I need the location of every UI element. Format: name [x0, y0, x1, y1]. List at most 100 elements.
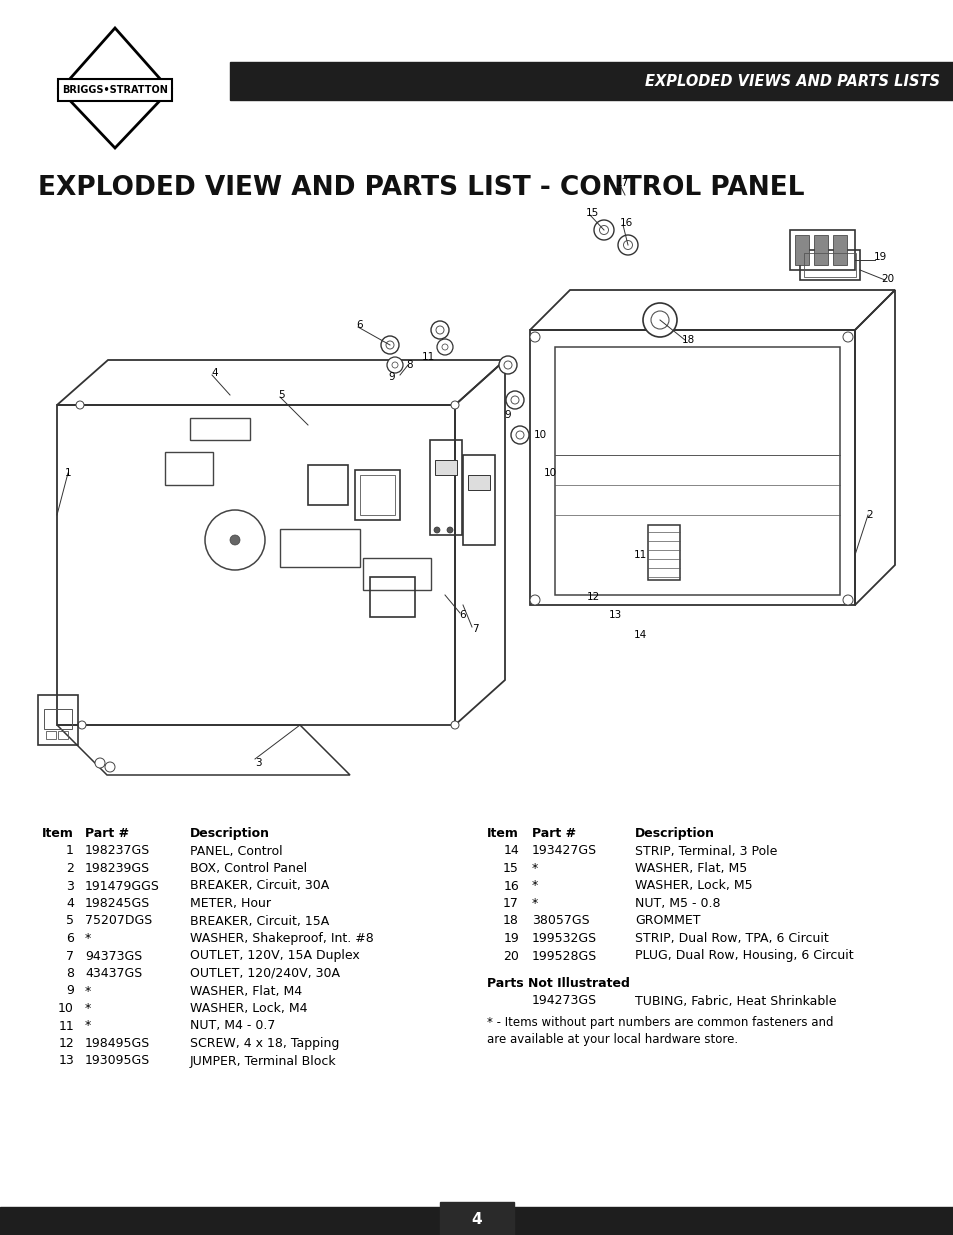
Bar [800, 249, 859, 280]
Circle shape [78, 721, 86, 729]
Circle shape [505, 391, 523, 409]
Circle shape [511, 426, 529, 445]
Text: STRIP, Dual Row, TPA, 6 Circuit: STRIP, Dual Row, TPA, 6 Circuit [635, 932, 828, 945]
Text: Part #: Part # [85, 827, 129, 840]
Circle shape [436, 326, 443, 333]
Circle shape [447, 527, 453, 534]
Text: 20: 20 [502, 950, 518, 962]
Text: EXPLODED VIEWS AND PARTS LISTS: EXPLODED VIEWS AND PARTS LISTS [644, 74, 939, 89]
Text: 7: 7 [471, 624, 477, 634]
Text: 193095GS: 193095GS [85, 1055, 150, 1067]
Text: 11: 11 [58, 1020, 74, 1032]
Circle shape [380, 336, 398, 354]
Text: METER, Hour: METER, Hour [190, 897, 271, 910]
Text: Item: Item [486, 827, 518, 840]
Text: 14: 14 [503, 845, 518, 857]
Text: 6: 6 [66, 932, 74, 945]
Circle shape [530, 332, 539, 342]
Bar [439, 1202, 514, 1235]
Text: WASHER, Lock, M5: WASHER, Lock, M5 [635, 879, 752, 893]
Bar [832, 235, 846, 266]
Text: WASHER, Flat, M4: WASHER, Flat, M4 [190, 984, 302, 998]
Circle shape [650, 311, 668, 329]
Bar [435, 459, 456, 475]
Text: 13: 13 [58, 1055, 74, 1067]
Text: GROMMET: GROMMET [635, 914, 700, 927]
Text: 6: 6 [356, 320, 363, 330]
Text: 12: 12 [586, 592, 599, 601]
Circle shape [516, 431, 523, 438]
Text: 12: 12 [58, 1037, 74, 1050]
Bar [190, 417, 250, 440]
Text: BREAKER, Circuit, 15A: BREAKER, Circuit, 15A [190, 914, 329, 927]
Text: 8: 8 [406, 359, 413, 370]
Text: 8: 8 [66, 967, 74, 981]
Text: 5: 5 [66, 914, 74, 927]
Text: *: * [532, 897, 537, 910]
Circle shape [498, 356, 517, 374]
Bar [0, 1207, 953, 1235]
Text: 199532GS: 199532GS [532, 932, 597, 945]
Text: 18: 18 [502, 914, 518, 927]
Text: OUTLET, 120/240V, 30A: OUTLET, 120/240V, 30A [190, 967, 339, 981]
Text: WASHER, Flat, M5: WASHER, Flat, M5 [635, 862, 746, 876]
Text: 43437GS: 43437GS [85, 967, 142, 981]
Circle shape [76, 401, 84, 409]
Circle shape [386, 341, 394, 350]
Text: *: * [532, 879, 537, 893]
Text: 10: 10 [533, 430, 546, 440]
Bar [555, 347, 840, 595]
Text: 16: 16 [618, 219, 632, 228]
Text: 4: 4 [212, 368, 218, 378]
Circle shape [387, 357, 402, 373]
Text: Parts Not Illustrated: Parts Not Illustrated [486, 977, 629, 990]
Circle shape [594, 220, 614, 240]
Text: 6: 6 [459, 610, 466, 620]
Bar [230, 62, 953, 100]
Text: 4: 4 [471, 1212, 482, 1226]
Text: 4: 4 [66, 897, 74, 910]
Text: 9: 9 [66, 984, 74, 998]
Circle shape [623, 241, 632, 249]
Circle shape [642, 303, 677, 337]
Text: PANEL, Control: PANEL, Control [190, 845, 282, 857]
Text: BOX, Control Panel: BOX, Control Panel [190, 862, 307, 876]
Text: 15: 15 [502, 862, 518, 876]
Circle shape [842, 332, 852, 342]
Text: NUT, M4 - 0.7: NUT, M4 - 0.7 [190, 1020, 275, 1032]
Bar [46, 731, 56, 739]
Circle shape [230, 535, 240, 545]
Text: 18: 18 [680, 335, 694, 345]
Text: 9: 9 [504, 410, 511, 420]
Bar [789, 230, 854, 270]
Text: 17: 17 [502, 897, 518, 910]
Circle shape [598, 226, 608, 235]
Circle shape [95, 758, 105, 768]
Text: EXPLODED VIEW AND PARTS LIST - CONTROL PANEL: EXPLODED VIEW AND PARTS LIST - CONTROL P… [38, 175, 803, 201]
Circle shape [392, 362, 397, 368]
Text: WASHER, Lock, M4: WASHER, Lock, M4 [190, 1002, 307, 1015]
Circle shape [503, 361, 512, 369]
Text: * - Items without part numbers are common fasteners and: * - Items without part numbers are commo… [486, 1016, 833, 1029]
Bar [803, 253, 855, 277]
Circle shape [618, 235, 638, 254]
Bar [363, 558, 431, 590]
Text: 20: 20 [881, 274, 894, 284]
Text: Part #: Part # [532, 827, 576, 840]
Bar [58, 731, 68, 739]
Text: 9: 9 [388, 372, 395, 382]
Text: PLUG, Dual Row, Housing, 6 Circuit: PLUG, Dual Row, Housing, 6 Circuit [635, 950, 853, 962]
Text: OUTLET, 120V, 15A Duplex: OUTLET, 120V, 15A Duplex [190, 950, 359, 962]
Text: 11: 11 [633, 550, 646, 559]
Text: 14: 14 [633, 630, 646, 640]
Text: 10: 10 [58, 1002, 74, 1015]
Text: Description: Description [190, 827, 270, 840]
Text: 75207DGS: 75207DGS [85, 914, 152, 927]
Text: 19: 19 [503, 932, 518, 945]
Text: TUBING, Fabric, Heat Shrinkable: TUBING, Fabric, Heat Shrinkable [635, 994, 836, 1008]
Bar [813, 235, 827, 266]
Circle shape [434, 527, 439, 534]
Text: 11: 11 [421, 352, 435, 362]
Circle shape [530, 595, 539, 605]
Text: 7: 7 [66, 950, 74, 962]
